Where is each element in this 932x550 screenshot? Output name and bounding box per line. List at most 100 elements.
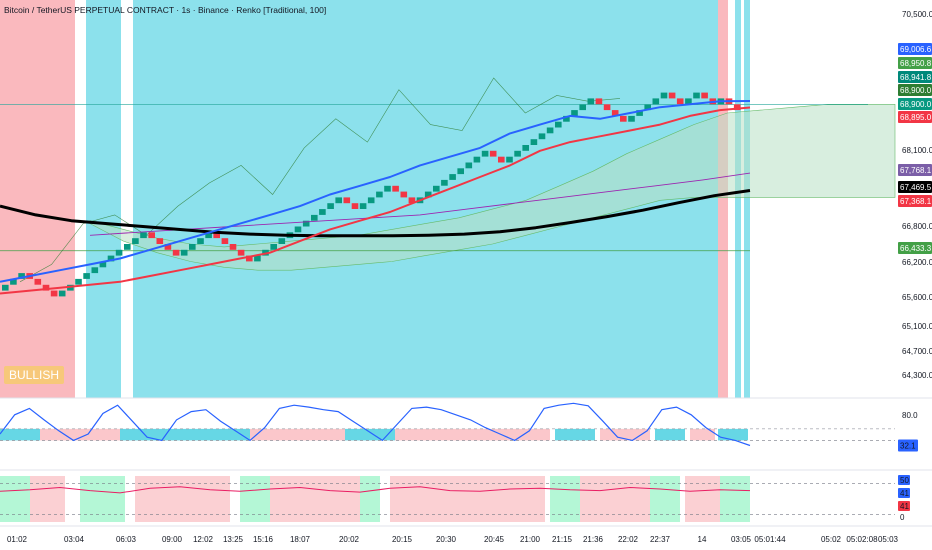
price-tick-label: 68,100.0 xyxy=(902,146,932,155)
time-tick-label: 15:16 xyxy=(253,535,274,544)
osc2-zone-1 xyxy=(30,476,65,522)
renko-brick xyxy=(433,185,440,192)
renko-brick xyxy=(400,191,408,198)
price-tag-label: 68,900.0 xyxy=(900,100,932,109)
time-tick-label: 14 xyxy=(698,535,707,544)
renko-brick xyxy=(384,185,391,192)
renko-brick xyxy=(335,197,342,204)
time-tick-label: 18:07 xyxy=(290,535,311,544)
price-tag: 69,006.6 xyxy=(898,43,932,55)
price-tag: 68,950.8 xyxy=(898,57,932,69)
osc2-tick-label: 41 xyxy=(900,489,909,498)
renko-brick xyxy=(148,232,155,239)
osc1-zone-3 xyxy=(190,428,250,441)
renko-brick xyxy=(489,150,497,157)
renko-brick xyxy=(587,98,595,105)
renko-brick xyxy=(668,92,676,99)
osc2-zone-4 xyxy=(240,476,270,522)
osc2-zone-0 xyxy=(0,476,30,522)
renko-brick xyxy=(140,232,147,239)
slow-ma-line xyxy=(0,106,751,295)
price-tag: 68,900.0 xyxy=(898,84,932,96)
price-tag-label: 68,895.0 xyxy=(900,113,932,122)
renko-brick xyxy=(246,255,253,262)
price-tick-label: 70,500.0 xyxy=(902,10,932,19)
renko-brick xyxy=(660,92,668,99)
time-tick-label: 13:25 xyxy=(223,535,244,544)
renko-brick xyxy=(449,174,456,180)
renko-brick xyxy=(571,110,578,116)
renko-brick xyxy=(327,203,334,209)
renko-brick xyxy=(473,156,481,163)
renko-brick xyxy=(294,226,302,233)
time-tick-label: 22:37 xyxy=(650,535,671,544)
osc1-zone-0 xyxy=(0,428,40,441)
renko-brick xyxy=(34,278,42,285)
price-tag-bg xyxy=(898,43,932,55)
renko-brick xyxy=(733,104,741,111)
price-tag-label: 67,768.1 xyxy=(900,166,932,175)
renko-brick xyxy=(693,92,700,99)
renko-brick xyxy=(408,197,416,204)
renko-brick xyxy=(595,98,603,105)
renko-brick xyxy=(685,98,692,105)
price-tag-bg xyxy=(898,242,932,254)
renko-brick xyxy=(42,284,50,291)
osc1-zone-1 xyxy=(40,428,120,441)
price-tag: 68,895.0 xyxy=(898,111,932,123)
renko-brick xyxy=(457,168,464,175)
price-tag-label: 67,368.1 xyxy=(900,197,932,206)
bullish-badge: BULLISH xyxy=(4,366,65,384)
time-tick-label: 05:03 xyxy=(878,535,899,544)
renko-brick xyxy=(465,162,473,169)
osc2-tag xyxy=(898,501,910,511)
osc1-current-tag xyxy=(898,439,918,452)
price-tag: 67,768.1 xyxy=(898,164,932,176)
osc1-zone-2 xyxy=(120,428,190,441)
renko-brick xyxy=(351,203,359,209)
renko-brick xyxy=(197,238,204,244)
osc2-tag xyxy=(898,488,910,498)
time-tick-label: 22:02 xyxy=(618,535,639,544)
osc1-zone-5 xyxy=(345,428,395,441)
osc1-zone-7 xyxy=(555,428,595,441)
price-tag-bg xyxy=(898,181,932,193)
price-tag-label: 68,941.8 xyxy=(900,73,932,82)
price-tick-label: 65,600.0 xyxy=(902,293,932,302)
osc2-zone-5 xyxy=(270,476,360,522)
time-tick-label: 20:15 xyxy=(392,535,413,544)
renko-brick xyxy=(392,185,399,192)
price-tag-label: 68,950.8 xyxy=(900,59,932,68)
renko-brick xyxy=(278,238,286,244)
osc2-zone-2 xyxy=(80,476,125,522)
osc1-zone-10 xyxy=(690,428,715,441)
renko-brick xyxy=(424,191,432,198)
time-tick-label: 20:02 xyxy=(339,535,360,544)
lagging-line xyxy=(19,77,621,283)
osc2-zone-11 xyxy=(685,476,720,522)
osc2-zone-6 xyxy=(360,476,380,522)
renko-brick xyxy=(164,244,172,250)
osc1-zone-9 xyxy=(655,428,685,441)
symbol-title: Bitcoin / TetherUS PERPETUAL CONTRACT · … xyxy=(4,5,327,15)
time-tick-label: 03:04 xyxy=(64,535,85,544)
time-tick-label: 09:00 xyxy=(162,535,183,544)
session-band-4 xyxy=(735,0,741,398)
osc2-zone-7 xyxy=(390,476,545,522)
session-band-0 xyxy=(0,0,75,398)
time-tick-label: 21:00 xyxy=(520,535,541,544)
price-tag-bg xyxy=(898,84,932,96)
renko-brick xyxy=(603,104,611,111)
renko-brick xyxy=(498,156,505,163)
osc2-tick-label: 41 xyxy=(900,502,909,511)
time-tick-label: 06:03 xyxy=(116,535,137,544)
renko-brick xyxy=(83,273,90,279)
osc1-zone-4 xyxy=(250,428,345,441)
renko-brick xyxy=(213,232,220,239)
session-band-5 xyxy=(744,0,750,398)
osc1-line xyxy=(0,402,751,447)
renko-brick xyxy=(376,191,383,198)
osc1-zone-11 xyxy=(718,428,748,441)
price-tag-label: 68,900.0 xyxy=(900,86,932,95)
